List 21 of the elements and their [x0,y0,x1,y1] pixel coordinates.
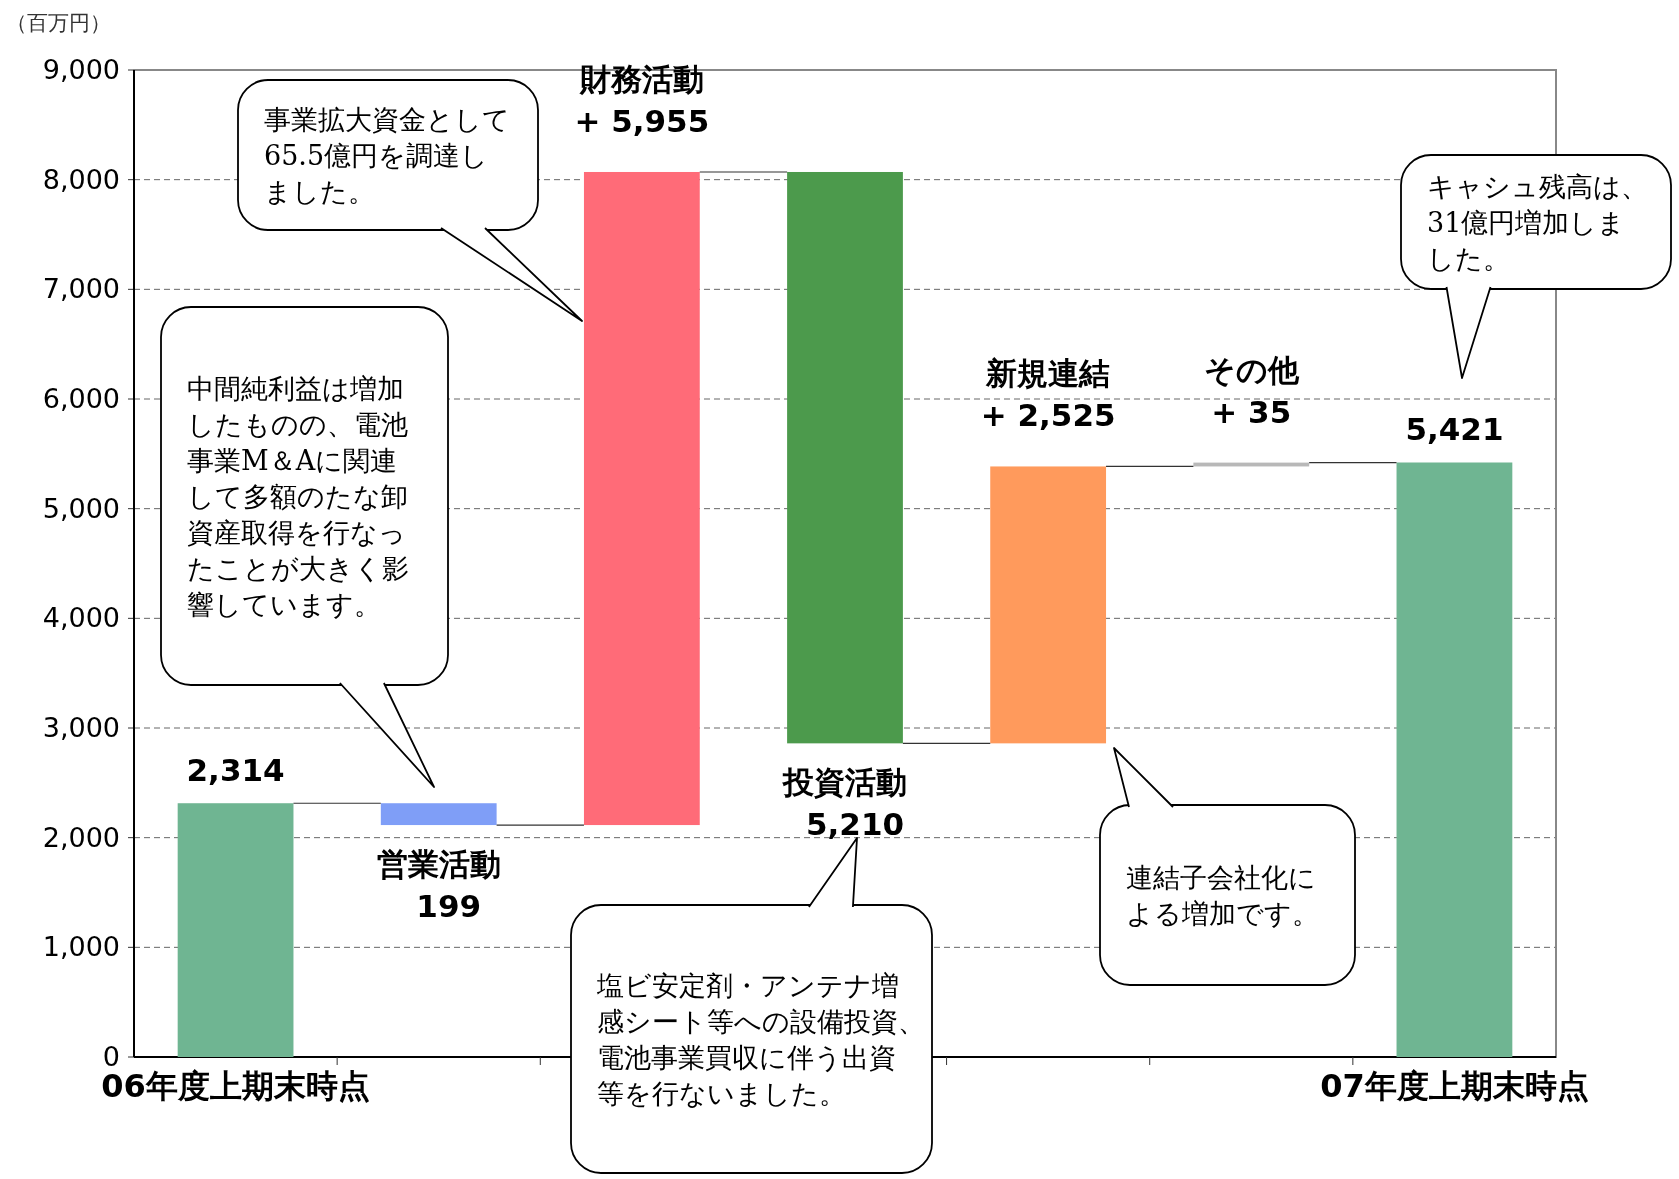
data-label: 新規連結 + 2,525 [980,355,1116,434]
data-label: その他 + 35 [1203,351,1300,430]
y-tick-label: 4,000 [42,602,120,634]
y-tick-label: 8,000 [42,163,120,195]
data-label: 営業活動 199 [376,846,501,925]
data-label: 2,314 [186,752,285,789]
annotation: 中間純利益は増加したものの、電池事業M＆Aに関連して多額のたな卸資産取得を行なったことが大きく影響しています。 [187,373,409,620]
annotation: キャシュ残高は、31億円増加しました。 [1427,171,1648,274]
y-tick-label: 3,000 [42,712,120,743]
y-tick-label: 5,000 [42,492,120,524]
annotation: 塩ビ安定剤・アンテナ増感シート等への設備投資、電池事業買収に伴う出資等を行ないました。 [596,970,925,1109]
y-axis-title: （百万円） [6,11,111,35]
y-tick-label: 9,000 [42,54,120,85]
y-tick-label: 2,000 [42,821,120,853]
y-tick-label: 6,000 [42,383,120,414]
y-tick-label: 7,000 [42,273,120,305]
annotation: 事業拡大資金として65.5億円を調達しました。 [264,104,510,207]
x-tick-label: 07年度上期末時点 [1320,1067,1589,1105]
data-label: 5,421 [1405,411,1504,448]
annotation: 連結子会社化による増加です。 [1126,862,1319,929]
y-tick-label: 1,000 [42,931,120,963]
